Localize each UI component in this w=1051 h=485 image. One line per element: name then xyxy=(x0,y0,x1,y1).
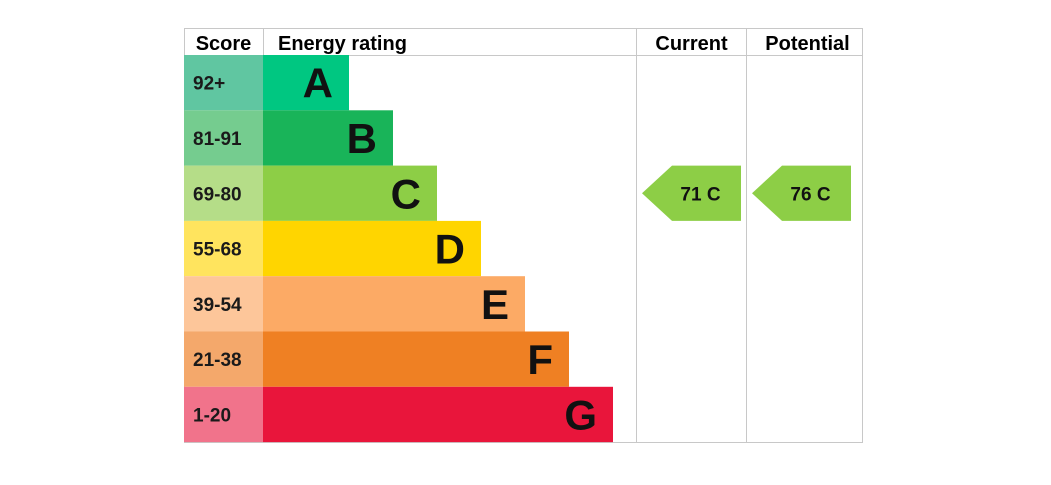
score-range-f: 21-38 xyxy=(193,350,242,371)
current-rating-label: 71 C xyxy=(680,184,720,205)
band-letter-d: D xyxy=(435,226,465,273)
band-letter-c: C xyxy=(391,170,421,217)
band-bar-d xyxy=(263,220,481,277)
score-cell-f xyxy=(184,331,263,387)
score-range-b: 81-91 xyxy=(193,129,242,150)
score-cell-g xyxy=(184,386,263,443)
header-current: Current xyxy=(655,33,728,55)
score-range-a: 92+ xyxy=(193,74,225,95)
score-cell-d xyxy=(184,220,263,277)
score-range-g: 1-20 xyxy=(193,405,231,426)
score-range-d: 55-68 xyxy=(193,240,242,261)
band-bar-g xyxy=(263,386,613,443)
band-letter-f: F xyxy=(527,336,553,383)
band-bar-e xyxy=(263,276,525,332)
score-cell-e xyxy=(184,276,263,332)
potential-rating-label: 76 C xyxy=(790,184,830,205)
rating-arrows: 71 C 76 C xyxy=(642,165,851,221)
current-arrow xyxy=(642,165,741,221)
header-score: Score xyxy=(196,33,252,55)
potential-arrow xyxy=(752,165,851,221)
band-bar-a xyxy=(263,55,349,111)
score-cell-b xyxy=(184,110,263,166)
band-letter-e: E xyxy=(481,281,509,328)
header-potential: Potential xyxy=(765,33,849,55)
band-bar-c xyxy=(263,165,437,221)
band-bar-f xyxy=(263,331,569,387)
score-range-e: 39-54 xyxy=(193,295,242,316)
band-letter-a: A xyxy=(303,60,333,107)
score-cell-a xyxy=(184,55,263,111)
score-cell-c xyxy=(184,165,263,221)
header-energy-rating: Energy rating xyxy=(278,33,407,55)
band-letter-g: G xyxy=(564,391,597,438)
band-letter-b: B xyxy=(347,115,377,162)
rating-bands: 92+ A 81-91 B 69-80 C 55-68 D 39-54 E 21-38 F 1-20 G xyxy=(184,55,613,443)
score-range-c: 69-80 xyxy=(193,184,242,205)
band-bar-b xyxy=(263,110,393,166)
